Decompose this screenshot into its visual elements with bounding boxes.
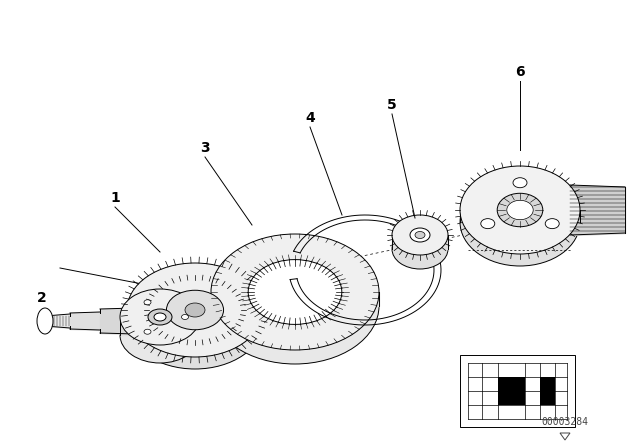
Bar bbox=[540, 377, 555, 405]
Ellipse shape bbox=[37, 308, 53, 334]
Ellipse shape bbox=[248, 259, 342, 324]
Ellipse shape bbox=[127, 275, 263, 369]
Ellipse shape bbox=[144, 300, 151, 305]
Text: 00003284: 00003284 bbox=[541, 417, 589, 427]
Polygon shape bbox=[127, 310, 263, 322]
Ellipse shape bbox=[392, 215, 448, 255]
Ellipse shape bbox=[415, 232, 425, 238]
Ellipse shape bbox=[166, 290, 223, 330]
Ellipse shape bbox=[460, 178, 580, 266]
Text: 5: 5 bbox=[387, 98, 397, 112]
Text: 2: 2 bbox=[37, 291, 47, 305]
Polygon shape bbox=[120, 317, 200, 335]
Text: 4: 4 bbox=[305, 111, 315, 125]
Polygon shape bbox=[211, 292, 379, 306]
Bar bbox=[460, 355, 575, 427]
Ellipse shape bbox=[481, 219, 495, 228]
Ellipse shape bbox=[460, 166, 580, 254]
Text: 1: 1 bbox=[110, 191, 120, 205]
Ellipse shape bbox=[120, 307, 200, 363]
Ellipse shape bbox=[182, 314, 189, 319]
Ellipse shape bbox=[127, 263, 263, 357]
Ellipse shape bbox=[120, 289, 200, 345]
Ellipse shape bbox=[154, 313, 166, 321]
Ellipse shape bbox=[211, 234, 379, 350]
Polygon shape bbox=[460, 210, 580, 222]
Ellipse shape bbox=[513, 178, 527, 188]
Ellipse shape bbox=[148, 309, 172, 325]
Text: 3: 3 bbox=[200, 141, 210, 155]
Ellipse shape bbox=[507, 200, 533, 220]
Ellipse shape bbox=[211, 248, 379, 364]
Ellipse shape bbox=[545, 219, 559, 228]
Ellipse shape bbox=[410, 228, 430, 242]
Ellipse shape bbox=[392, 229, 448, 269]
Ellipse shape bbox=[497, 193, 543, 227]
Ellipse shape bbox=[144, 329, 151, 334]
Text: 6: 6 bbox=[515, 65, 525, 79]
Bar bbox=[498, 377, 525, 405]
Ellipse shape bbox=[185, 303, 205, 317]
Polygon shape bbox=[392, 235, 448, 249]
